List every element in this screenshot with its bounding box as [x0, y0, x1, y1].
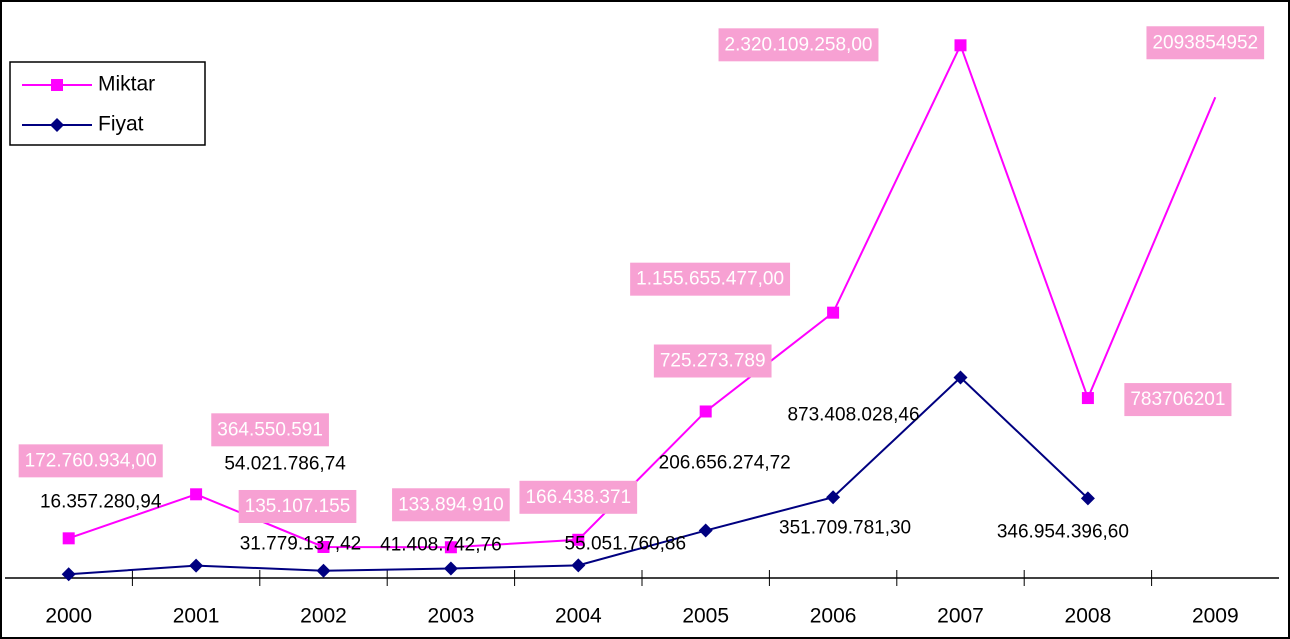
data-label-box — [718, 28, 879, 62]
data-label-group: 364.550.591 — [211, 413, 329, 447]
marker — [317, 540, 330, 553]
marker — [189, 558, 204, 573]
marker — [572, 533, 585, 546]
marker — [698, 523, 713, 538]
marker — [699, 405, 712, 418]
data-label-group: 166.438.371 — [519, 480, 638, 514]
data-label: 16.357.280,94 — [40, 491, 162, 512]
data-label: 206.656.274,72 — [659, 453, 791, 474]
data-label: 166.438.371 — [525, 487, 631, 508]
data-label: 2093854952 — [1152, 32, 1258, 53]
data-label: 783706201 — [1130, 389, 1225, 410]
data-label-group: 2093854952 — [1146, 26, 1265, 60]
data-label: 1.155.655.477,00 — [636, 269, 784, 290]
x-tick-label: 2000 — [45, 605, 92, 628]
legend-label: Miktar — [98, 73, 155, 96]
data-label-group: 346.954.396,60 — [997, 521, 1129, 542]
data-label-box — [519, 480, 638, 514]
data-label-group: 725.273.789 — [653, 344, 772, 378]
data-label: 54.021.786,74 — [224, 454, 346, 475]
marker — [62, 532, 75, 545]
x-tick-label: 2007 — [937, 605, 984, 628]
data-label: 351.709.781,30 — [779, 517, 911, 538]
data-label: 873.408.028,46 — [787, 404, 919, 425]
marker — [444, 541, 457, 554]
marker — [1080, 491, 1095, 506]
data-label-group: 133.894.910 — [392, 488, 510, 522]
data-label-group: 873.408.028,46 — [787, 404, 919, 425]
legend: Miktar Fiyat — [9, 61, 206, 146]
data-label-box — [1124, 383, 1232, 417]
data-label-group: 172.760.934,00 — [18, 444, 163, 478]
x-tick-label: 2001 — [173, 605, 220, 628]
data-label: 2.320.109.258,00 — [725, 34, 873, 55]
data-label-group: 351.709.781,30 — [779, 517, 911, 538]
data-label: 364.550.591 — [217, 419, 323, 440]
data-label-group: 55.051.760,86 — [565, 533, 687, 554]
marker — [571, 558, 586, 573]
data-label-group: 2.320.109.258,00 — [718, 28, 879, 62]
data-label-group: 783706201 — [1124, 383, 1232, 417]
marker — [443, 561, 458, 576]
data-label-box — [18, 444, 163, 478]
marker — [50, 118, 64, 132]
data-label: 41.408.742,76 — [380, 535, 502, 556]
marker — [1081, 392, 1094, 405]
marker — [316, 563, 331, 578]
data-label: 55.051.760,86 — [565, 533, 687, 554]
marker — [954, 39, 967, 52]
x-tick-label: 2004 — [555, 605, 602, 628]
data-label: 31.779.137,42 — [240, 534, 362, 555]
data-label: 135.107.155 — [245, 496, 351, 517]
data-label-group: 1.155.655.477,00 — [630, 262, 791, 296]
marker — [827, 306, 840, 319]
data-label-box — [1146, 26, 1265, 60]
legend-label: Fiyat — [98, 113, 144, 136]
data-label: 172.760.934,00 — [25, 450, 157, 471]
data-label-group: 41.408.742,76 — [380, 535, 502, 556]
x-tick-label: 2006 — [810, 605, 857, 628]
data-label-box — [392, 488, 510, 522]
data-label: 133.894.910 — [398, 494, 504, 515]
x-tick-label: 2003 — [428, 605, 475, 628]
x-tick-label: 2005 — [682, 605, 729, 628]
x-tick-label: 2009 — [1192, 605, 1239, 628]
data-label-group: 16.357.280,94 — [40, 491, 162, 512]
data-label-group: 54.021.786,74 — [224, 454, 346, 475]
data-label-box — [653, 344, 772, 378]
legend-box — [9, 61, 206, 146]
data-label-group: 206.656.274,72 — [659, 453, 791, 474]
x-tick-label: 2008 — [1065, 605, 1112, 628]
marker — [190, 488, 203, 501]
marker — [51, 79, 63, 91]
data-label-box — [211, 413, 329, 447]
marker — [826, 490, 841, 505]
data-label: 346.954.396,60 — [997, 521, 1129, 542]
data-label-group: 31.779.137,42 — [240, 534, 362, 555]
marker — [61, 567, 76, 582]
data-label-box — [238, 489, 357, 523]
data-label-group: 135.107.155 — [238, 489, 357, 523]
data-label: 725.273.789 — [660, 350, 766, 371]
x-tick-label: 2002 — [300, 605, 347, 628]
marker — [953, 370, 968, 385]
data-label-box — [630, 262, 791, 296]
